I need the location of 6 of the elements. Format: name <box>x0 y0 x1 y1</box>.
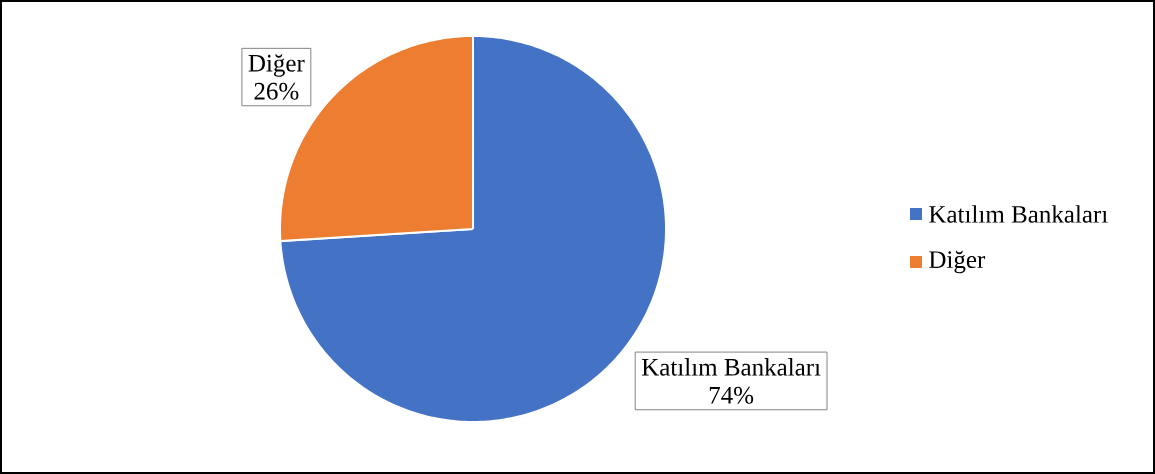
data-label: 26% <box>254 82 299 100</box>
legend-label: Katılım Bankaları <box>929 205 1108 223</box>
slice-label: Diğer <box>248 54 305 77</box>
data-label: 74% <box>709 386 754 404</box>
slice-label: Katılım Bankaları <box>641 358 821 376</box>
legend-label: Diğer <box>929 250 986 274</box>
